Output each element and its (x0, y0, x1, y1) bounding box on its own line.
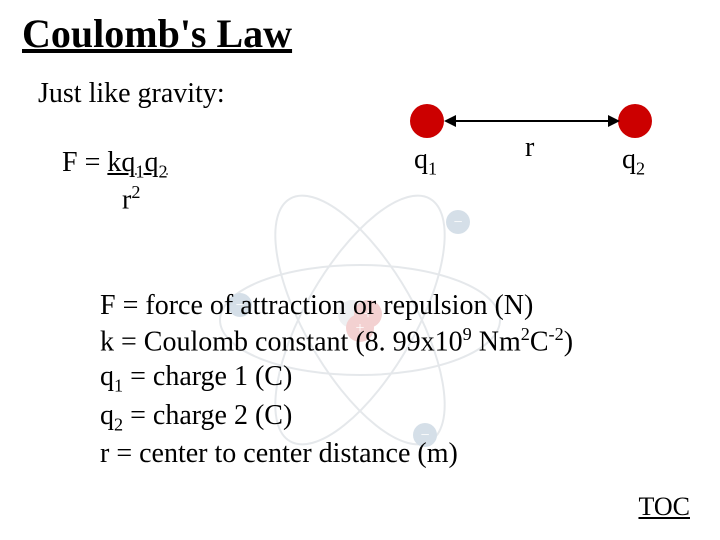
def-q2: q2 = charge 2 (C) (100, 398, 573, 436)
toc-link[interactable]: TOC (638, 492, 690, 522)
formula-denom-exp: 2 (131, 182, 140, 202)
label-q2: q2 (622, 144, 645, 180)
formula-sub2: 2 (158, 162, 167, 182)
charge-diagram: q1 r q2 (400, 100, 680, 210)
distance-line (454, 120, 610, 122)
svg-text:−: − (453, 214, 462, 231)
charge-dot-1 (410, 104, 444, 138)
formula-num-k: kq (107, 147, 135, 178)
def-q1: q1 = charge 1 (C) (100, 359, 573, 397)
formula-lhs: F = (62, 147, 107, 178)
label-q1: q1 (414, 144, 437, 180)
charge-dot-2 (618, 104, 652, 138)
slide-title: Coulomb's Law (22, 10, 292, 57)
def-k: k = Coulomb constant (8. 99x109 Nm2C-2) (100, 323, 573, 359)
formula-denom-r: r (122, 184, 131, 215)
definitions: F = force of attraction or repulsion (N)… (100, 288, 573, 471)
label-r: r (525, 132, 534, 164)
def-r: r = center to center distance (m) (100, 436, 573, 471)
slide-subtitle: Just like gravity: (38, 78, 225, 110)
formula-num-q2: q (144, 147, 158, 178)
arrow-right-icon (608, 115, 620, 127)
coulomb-formula: F = kq1q2 r2 (62, 148, 168, 216)
def-force: F = force of attraction or repulsion (N) (100, 288, 573, 323)
